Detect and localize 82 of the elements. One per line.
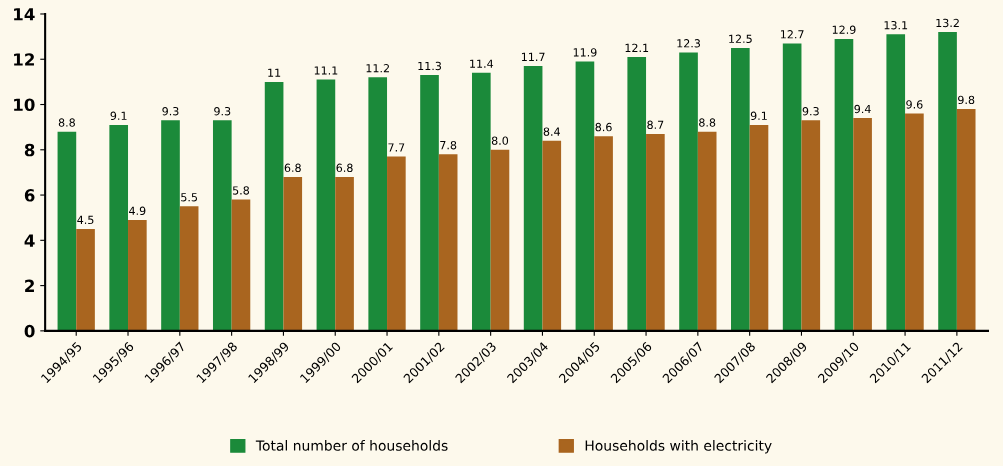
bar	[264, 81, 284, 331]
legend-label: Households with electricity	[585, 440, 772, 454]
bar	[956, 109, 976, 331]
data-label: 9.1	[110, 111, 127, 120]
bar	[161, 120, 180, 331]
y-tick-label: 8	[24, 143, 35, 157]
data-label: 9.3	[214, 107, 231, 116]
data-label: 5.5	[181, 193, 198, 202]
bar	[905, 113, 924, 331]
y-tick-label: 2	[25, 279, 34, 292]
bar	[801, 120, 821, 331]
bar	[523, 66, 543, 331]
data-label: 12.1	[625, 43, 649, 52]
bar	[420, 75, 439, 331]
bar	[490, 149, 510, 331]
data-label: 4.9	[129, 206, 146, 216]
bar	[679, 52, 698, 331]
y-tick-label: 12	[14, 53, 34, 66]
data-label: 8.6	[595, 122, 612, 132]
bar	[886, 34, 906, 331]
data-label: 8.7	[647, 120, 664, 130]
bar	[853, 118, 872, 331]
bar	[731, 47, 750, 331]
bar	[128, 219, 147, 331]
bar	[575, 61, 595, 331]
y-tick-label: 10	[14, 98, 35, 112]
data-label: 6.8	[336, 163, 353, 173]
legend-label: Total number of households	[255, 440, 448, 451]
bar	[109, 124, 129, 331]
bar	[646, 133, 665, 331]
data-label: 12.3	[677, 39, 701, 48]
bar	[471, 72, 491, 331]
data-label: 9.3	[162, 107, 179, 116]
data-label: 11.1	[314, 66, 338, 75]
bar	[76, 229, 95, 331]
data-label: 7.8	[440, 140, 457, 150]
data-label: 4.5	[77, 215, 94, 225]
bar	[231, 199, 251, 331]
bar	[179, 206, 199, 331]
data-label: 8.8	[58, 118, 75, 127]
y-tick-label: 0	[24, 324, 35, 338]
bar	[283, 176, 303, 331]
bar	[387, 156, 406, 331]
data-label: 11.2	[366, 64, 389, 73]
data-label: 12.5	[729, 34, 752, 43]
data-label: 8.4	[543, 127, 560, 136]
bar	[316, 79, 336, 331]
data-label: 5.8	[232, 186, 250, 195]
data-label: 9.1	[750, 111, 767, 120]
bar	[834, 38, 854, 331]
data-label: 11.4	[470, 59, 494, 68]
bar	[57, 131, 77, 331]
data-label: 12.7	[780, 30, 804, 39]
bar	[782, 43, 802, 331]
bar	[938, 32, 957, 331]
bar	[368, 77, 388, 331]
data-label: 13.1	[884, 21, 908, 30]
bar	[212, 120, 232, 331]
data-label: 9.8	[958, 95, 975, 105]
data-label: 11.9	[573, 48, 597, 57]
bar	[627, 56, 647, 331]
data-label: 9.4	[854, 104, 871, 114]
bar	[542, 140, 562, 331]
data-label: 11.3	[418, 61, 441, 71]
data-label: 9.3	[802, 107, 819, 116]
data-label: 7.7	[388, 143, 405, 152]
data-label: 13.2	[936, 18, 959, 28]
y-tick-label: 14	[14, 8, 35, 21]
bar	[749, 124, 769, 331]
y-tick-label: 4	[24, 234, 35, 247]
data-label: 11	[268, 68, 281, 77]
data-label: 8.0	[491, 136, 509, 145]
data-label: 6.8	[284, 163, 301, 173]
bar	[335, 176, 354, 331]
data-label: 12.9	[832, 25, 856, 34]
y-tick-label: 6	[24, 189, 35, 202]
data-label: 8.8	[699, 118, 716, 127]
bar	[697, 131, 717, 331]
bar	[594, 136, 613, 331]
data-label: 9.6	[906, 100, 923, 109]
bar	[438, 154, 458, 331]
data-label: 11.7	[521, 52, 545, 61]
